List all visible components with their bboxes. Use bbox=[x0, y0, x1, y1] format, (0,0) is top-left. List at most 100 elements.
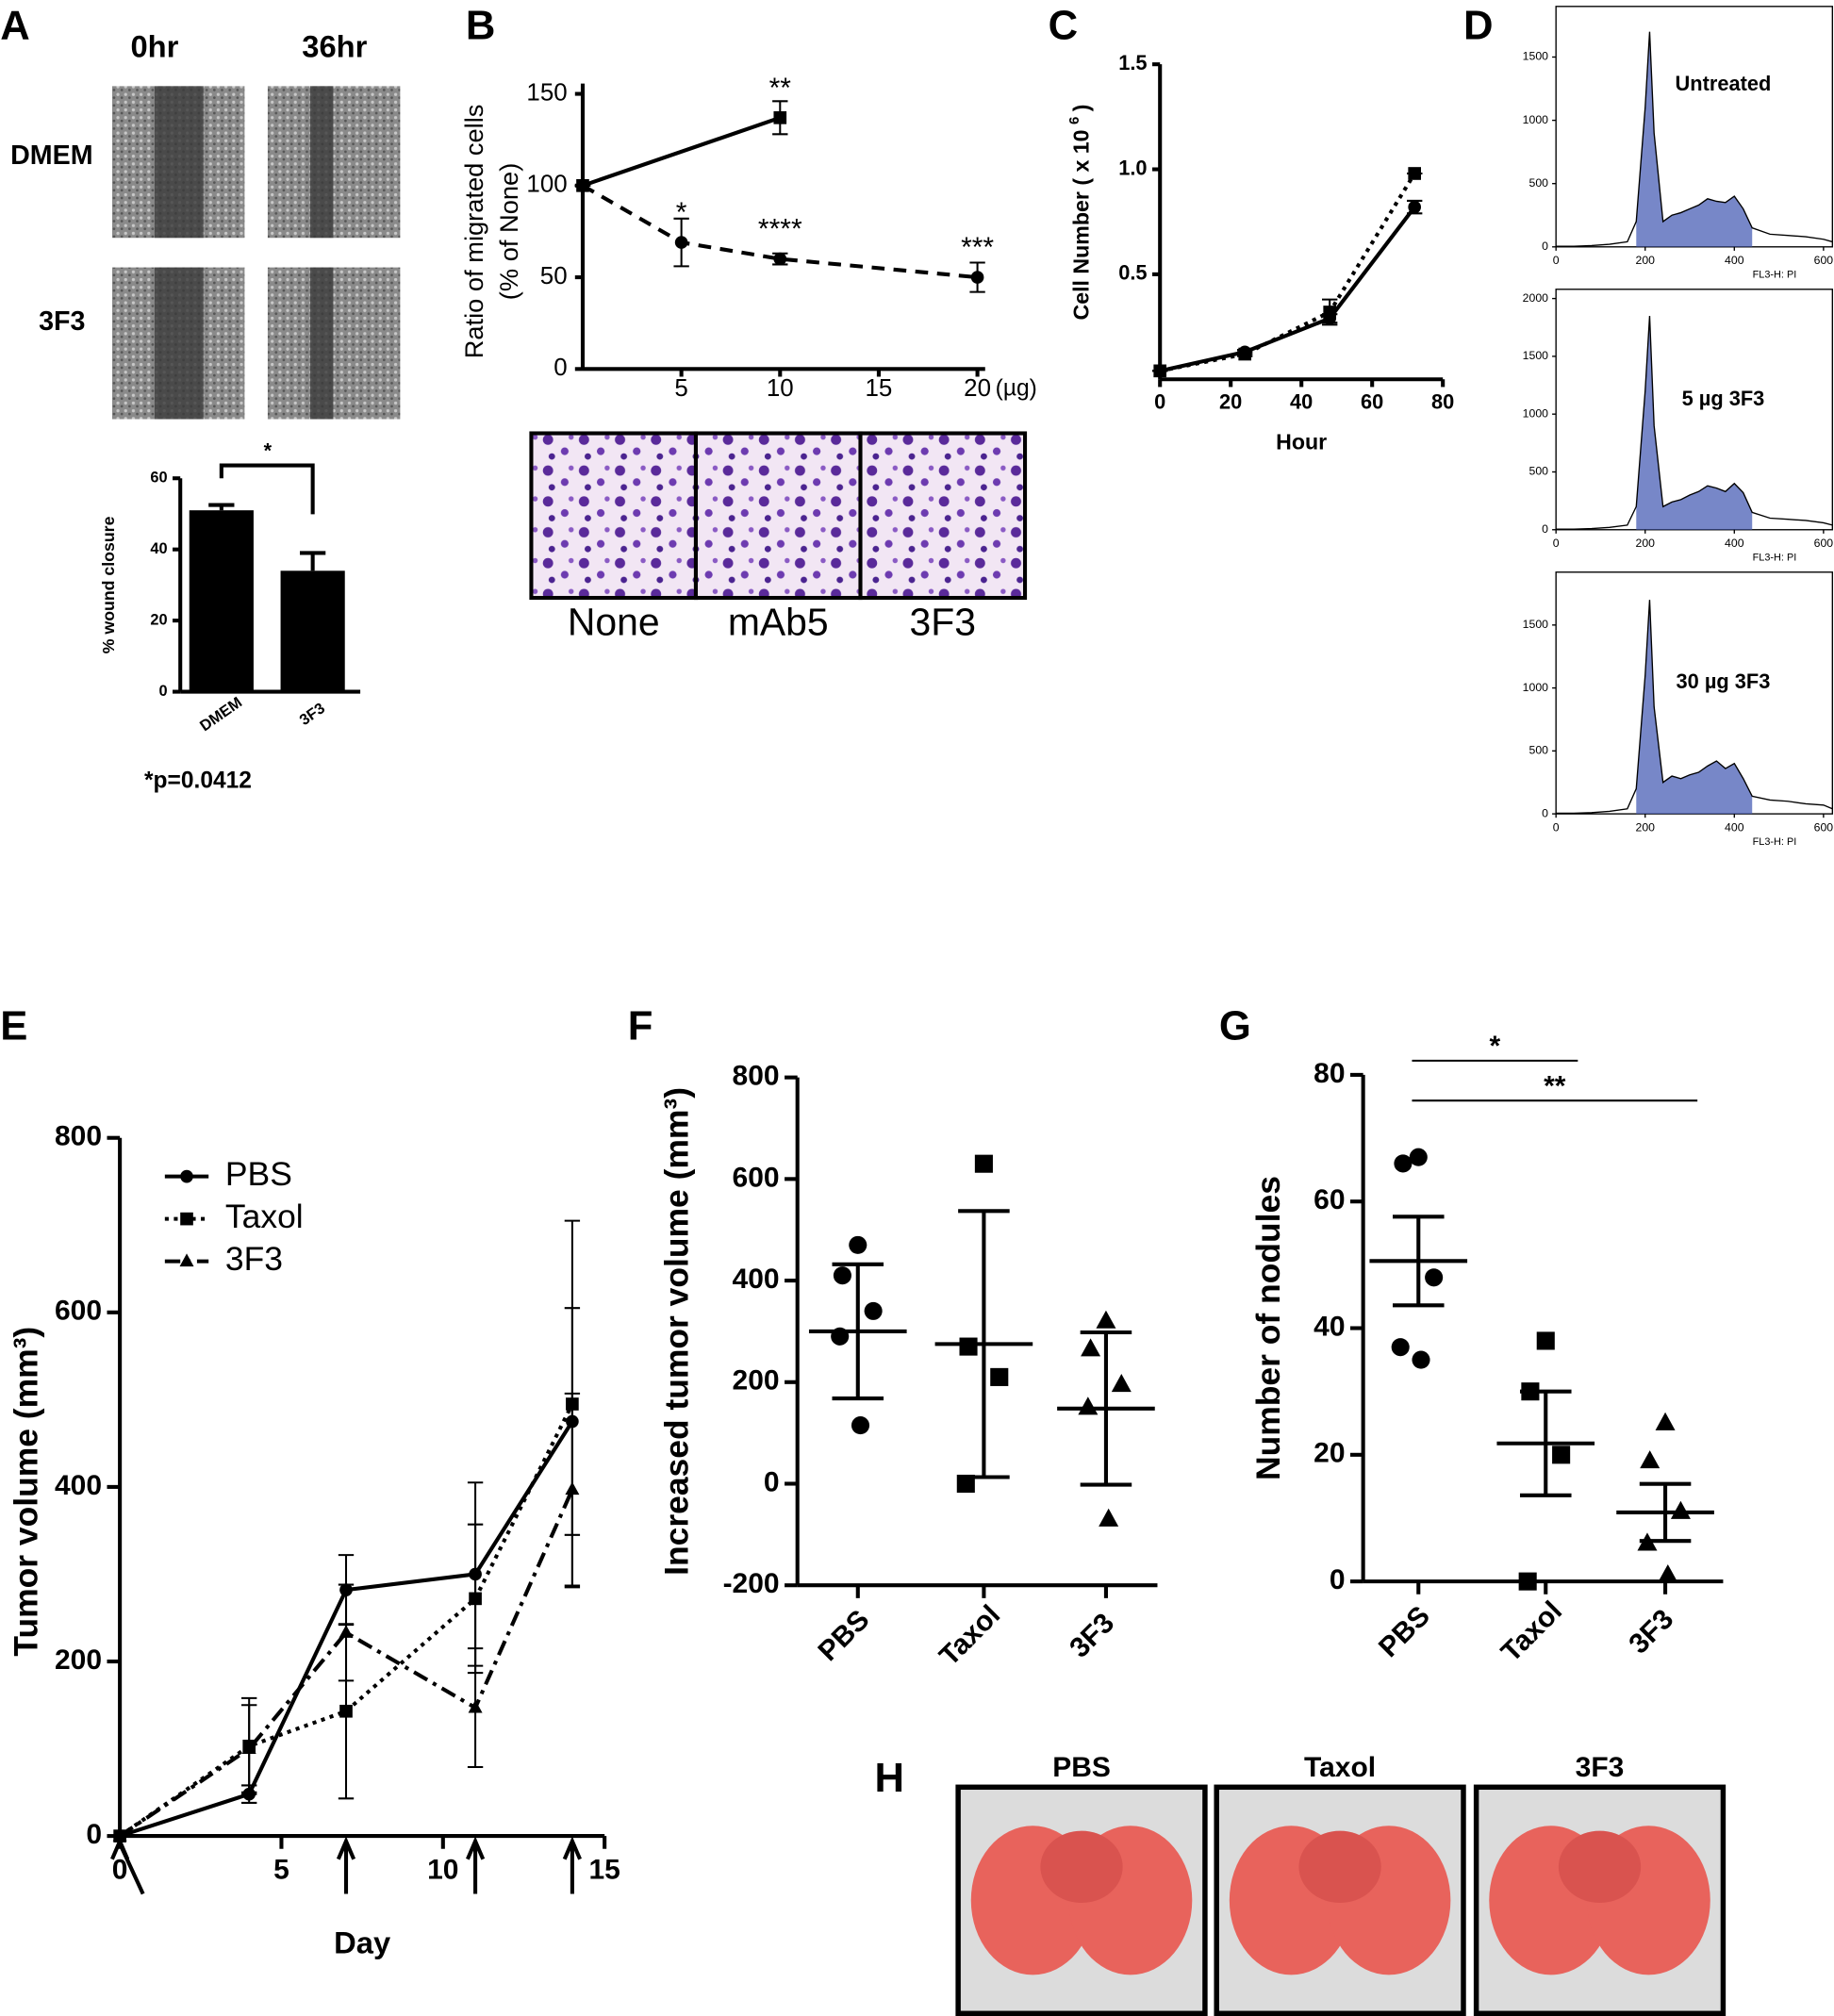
x-tick-label: 80 bbox=[1431, 390, 1454, 414]
marker bbox=[1670, 1500, 1691, 1519]
marker bbox=[179, 1253, 194, 1267]
image-label: 3F3 bbox=[1576, 1752, 1625, 1783]
marker bbox=[241, 1741, 256, 1755]
y-tick-label: 800 bbox=[733, 1061, 780, 1092]
x-tick-label: 3F3 bbox=[297, 700, 328, 729]
y-tick-label: 1.0 bbox=[1118, 156, 1147, 179]
p-value-note: *p=0.0412 bbox=[144, 768, 252, 794]
panel-letter: B bbox=[466, 4, 496, 49]
series-line bbox=[1159, 172, 1416, 373]
series-line bbox=[1159, 206, 1416, 373]
y-tick-label: 20 bbox=[1314, 1438, 1345, 1469]
marker bbox=[773, 252, 787, 266]
y-tick-label: 2000 bbox=[1523, 291, 1548, 305]
y-axis-label: Cell Number ( x 10 6) bbox=[1066, 104, 1093, 320]
marker bbox=[1408, 200, 1421, 214]
wound-image bbox=[267, 267, 401, 420]
marker bbox=[339, 1704, 353, 1718]
marker bbox=[576, 178, 589, 192]
injection-arrow bbox=[562, 1836, 582, 1894]
y-tick-label: 200 bbox=[733, 1365, 780, 1396]
marker bbox=[1658, 1563, 1678, 1583]
marker bbox=[833, 1266, 851, 1285]
marker bbox=[974, 1154, 993, 1173]
x-axis-label: FL3-H: PI bbox=[1753, 270, 1797, 281]
cell-cycle-area bbox=[1636, 600, 1753, 815]
row-label: DMEM bbox=[10, 140, 92, 171]
x-tick-label: 5 bbox=[273, 1855, 289, 1886]
x-tick-label: Taxol bbox=[934, 1599, 1006, 1672]
x-tick-label: 200 bbox=[1636, 820, 1656, 834]
wound-gap bbox=[309, 86, 334, 239]
significance-label: * bbox=[676, 197, 687, 228]
injection-arrow bbox=[336, 1836, 356, 1894]
x-axis-label: Hour bbox=[1276, 430, 1327, 454]
y-axis-label-part: Cell Number ( x 10 bbox=[1069, 129, 1094, 320]
y-tick-label: 1000 bbox=[1523, 406, 1548, 420]
x-tick-label: 5 bbox=[674, 375, 687, 402]
x-axis-label: FL3-H: PI bbox=[1753, 553, 1797, 564]
image-label: None bbox=[568, 600, 660, 643]
marker bbox=[674, 236, 688, 249]
y-axis-label: % wound closure bbox=[99, 516, 118, 653]
marker bbox=[1153, 364, 1167, 378]
marker bbox=[1655, 1412, 1676, 1430]
x-tick-label: 20 bbox=[1219, 390, 1242, 414]
x-tick-label: 0 bbox=[1553, 254, 1560, 267]
marker bbox=[180, 1169, 193, 1183]
image-label: Taxol bbox=[1304, 1752, 1376, 1783]
marker bbox=[1238, 347, 1252, 361]
significance-label: * bbox=[264, 439, 273, 463]
x-tick-label: 40 bbox=[1290, 390, 1313, 414]
x-tick-label: 0 bbox=[112, 1855, 128, 1886]
y-tick-label: 20 bbox=[150, 611, 167, 628]
x-tick-label: 0 bbox=[1154, 390, 1165, 414]
y-tick-label: 150 bbox=[526, 79, 567, 106]
y-tick-label: 40 bbox=[150, 540, 167, 557]
lung-center bbox=[1558, 1830, 1642, 1904]
cell-cycle-area bbox=[1636, 31, 1753, 247]
bar bbox=[280, 570, 345, 692]
y-tick-label: 1.5 bbox=[1118, 51, 1147, 74]
y-axis-label: (% of None) bbox=[494, 163, 523, 300]
injection-arrow bbox=[466, 1836, 486, 1894]
panel-letter: F bbox=[628, 1003, 653, 1049]
x-tick-label: 10 bbox=[427, 1855, 458, 1886]
panel-letter: D bbox=[1463, 4, 1494, 49]
x-tick-label: 600 bbox=[1814, 537, 1834, 550]
marker bbox=[959, 1337, 978, 1356]
y-tick-label: 0 bbox=[158, 683, 167, 700]
marker bbox=[468, 1699, 483, 1713]
y-tick-label: 1000 bbox=[1523, 681, 1548, 694]
y-axis-label-end: ) bbox=[1069, 104, 1094, 111]
y-axis-label: Tumor volume (mm³) bbox=[8, 1327, 45, 1657]
y-tick-label: 600 bbox=[733, 1162, 780, 1193]
panel-letter: E bbox=[0, 1003, 27, 1049]
panel-letter: H bbox=[875, 1756, 905, 1801]
x-tick-label: 200 bbox=[1636, 254, 1656, 267]
y-tick-label: 200 bbox=[55, 1644, 102, 1676]
series-line bbox=[118, 1488, 574, 1838]
x-tick-label: 60 bbox=[1361, 390, 1383, 414]
series-line bbox=[118, 1403, 574, 1838]
time-label: 0hr bbox=[130, 28, 178, 63]
marker bbox=[180, 1212, 193, 1226]
wound-gap bbox=[154, 86, 204, 239]
marker bbox=[990, 1367, 1009, 1386]
legend-label: PBS bbox=[225, 1155, 292, 1193]
x-tick-label: PBS bbox=[813, 1604, 876, 1667]
y-tick-label: -200 bbox=[723, 1568, 780, 1599]
histogram-title: Untreated bbox=[1676, 72, 1772, 95]
marker bbox=[1412, 1350, 1430, 1369]
marker bbox=[565, 1481, 580, 1495]
y-tick-label: 60 bbox=[150, 470, 167, 487]
x-tick-label: 400 bbox=[1725, 254, 1744, 267]
marker bbox=[1394, 1154, 1413, 1173]
marker bbox=[849, 1235, 867, 1254]
y-tick-label: 0 bbox=[86, 1819, 102, 1850]
y-tick-label: 500 bbox=[1529, 465, 1549, 478]
significance-label: **** bbox=[758, 214, 802, 245]
marker bbox=[1409, 1148, 1428, 1166]
x-tick-label: 20 bbox=[964, 375, 991, 402]
row-label: 3F3 bbox=[39, 306, 85, 337]
